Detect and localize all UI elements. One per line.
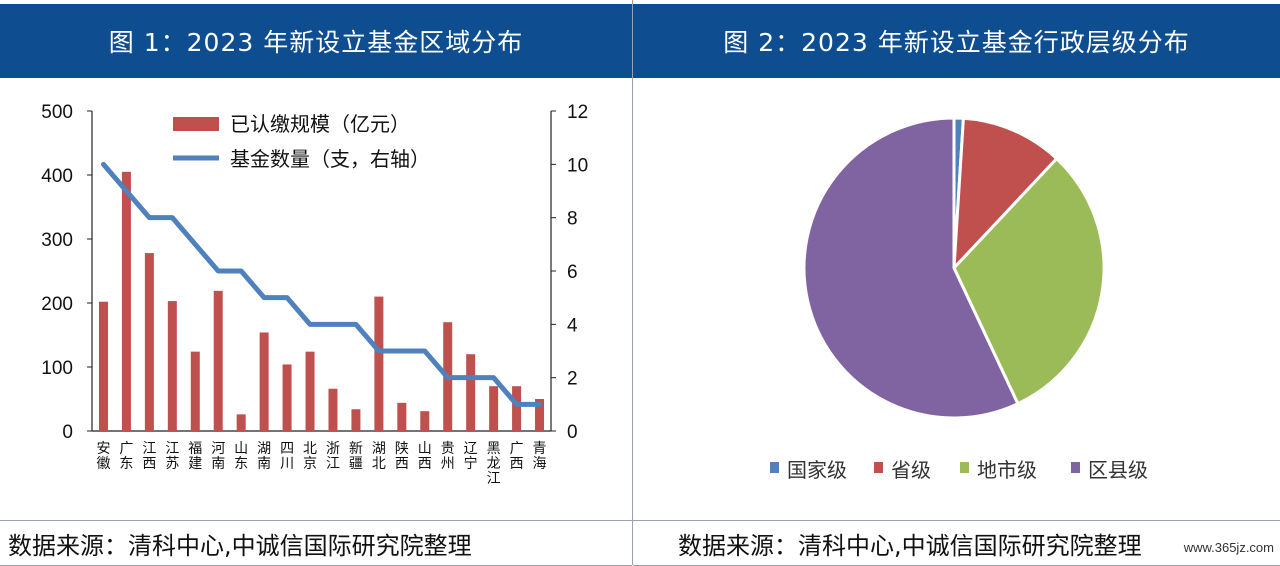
category-label: 安徽	[96, 441, 110, 472]
category-label: 辽宁	[464, 441, 478, 472]
category-label: 山西	[418, 441, 432, 472]
right-tick-label: 6	[567, 262, 578, 283]
bar	[144, 253, 154, 431]
pie-chart: 国家级 省级 地市级 区县级	[770, 116, 1148, 482]
bar	[397, 402, 407, 431]
bar	[236, 414, 246, 431]
left-tick-label: 400	[41, 166, 73, 187]
left-tick-label: 0	[62, 422, 73, 443]
category-label: 湖北	[372, 441, 386, 472]
category-label: 黑龙江	[487, 441, 501, 487]
bar	[489, 386, 499, 431]
left-tick-label: 300	[41, 230, 73, 251]
right-chart-title: 图 2：2023 年新设立基金行政层级分布	[633, 4, 1280, 78]
category-label: 四川	[280, 441, 294, 472]
pie-legend-label: 地市级	[977, 458, 1037, 482]
category-label: 广西	[510, 441, 524, 472]
pie-legend-label: 省级	[891, 458, 931, 482]
pie-legend-swatch	[770, 462, 779, 473]
pie-legend-swatch	[874, 462, 883, 473]
left-tick-label: 200	[41, 294, 73, 315]
watermark: www.365jz.com	[1183, 540, 1274, 555]
right-tick-label: 2	[567, 369, 578, 390]
fund-count-line	[100, 161, 543, 407]
bar	[305, 351, 315, 431]
bar	[535, 399, 545, 431]
legend-line-label: 基金数量（支，右轴）	[230, 147, 430, 171]
pie-legend-swatch	[960, 462, 969, 473]
panel-divider	[632, 0, 633, 565]
pie-slice	[952, 156, 1106, 406]
category-label: 浙江	[326, 441, 340, 472]
category-label: 贵州	[441, 441, 455, 472]
category-label: 河南	[211, 441, 225, 472]
pie-legend-label: 区县级	[1088, 458, 1148, 482]
right-tick-label: 12	[567, 102, 588, 123]
bar	[259, 332, 269, 431]
left-tick-label: 100	[41, 358, 73, 379]
right-tick-label: 4	[567, 315, 578, 336]
category-label: 山东	[234, 441, 248, 472]
category-label: 广东	[119, 441, 133, 472]
category-label: 湖南	[257, 441, 271, 472]
category-label: 江苏	[165, 441, 179, 472]
right-tick-label: 8	[567, 209, 578, 230]
category-label: 陕西	[395, 441, 409, 472]
pie-legend-label: 国家级	[787, 458, 847, 482]
left-panel: 图 1：2023 年新设立基金区域分布 0 100 200 300 400 500 0 2 4 6…	[0, 0, 632, 566]
bar	[190, 351, 200, 431]
category-label: 新疆	[349, 441, 363, 472]
bar	[328, 388, 338, 431]
right-tick-label: 10	[567, 155, 588, 176]
pie-legend-swatch	[1071, 462, 1080, 473]
category-label: 青海	[533, 441, 547, 472]
bar	[351, 409, 361, 431]
bar	[420, 411, 430, 431]
legend-bar-label: 已认缴规模（亿元）	[230, 112, 410, 136]
bar	[282, 364, 292, 431]
category-label: 福建	[188, 441, 202, 472]
category-label: 江西	[142, 441, 156, 472]
bar	[466, 354, 476, 431]
right-tick-label: 0	[567, 422, 578, 443]
bar	[167, 301, 177, 431]
left-chart-title: 图 1：2023 年新设立基金区域分布	[0, 4, 632, 78]
pie-slice	[802, 116, 1020, 420]
right-panel: 图 2：2023 年新设立基金行政层级分布 国家级 省级 地市级 区县级 数据来源：清…	[633, 0, 1280, 566]
bar-line-chart: 0100200300400500024681012安徽广东江西江苏福建河南山东湖…	[41, 102, 588, 487]
bar	[121, 171, 131, 432]
left-tick-label: 500	[41, 102, 73, 123]
bar	[98, 301, 108, 431]
bar	[512, 386, 522, 431]
category-label: 北京	[303, 441, 317, 472]
legend-bar-swatch	[173, 117, 219, 131]
pie-slice	[952, 116, 1059, 273]
left-source: 数据来源：清科中心,中诚信国际研究院整理	[0, 520, 632, 566]
bar	[213, 290, 223, 431]
bar	[374, 296, 384, 431]
